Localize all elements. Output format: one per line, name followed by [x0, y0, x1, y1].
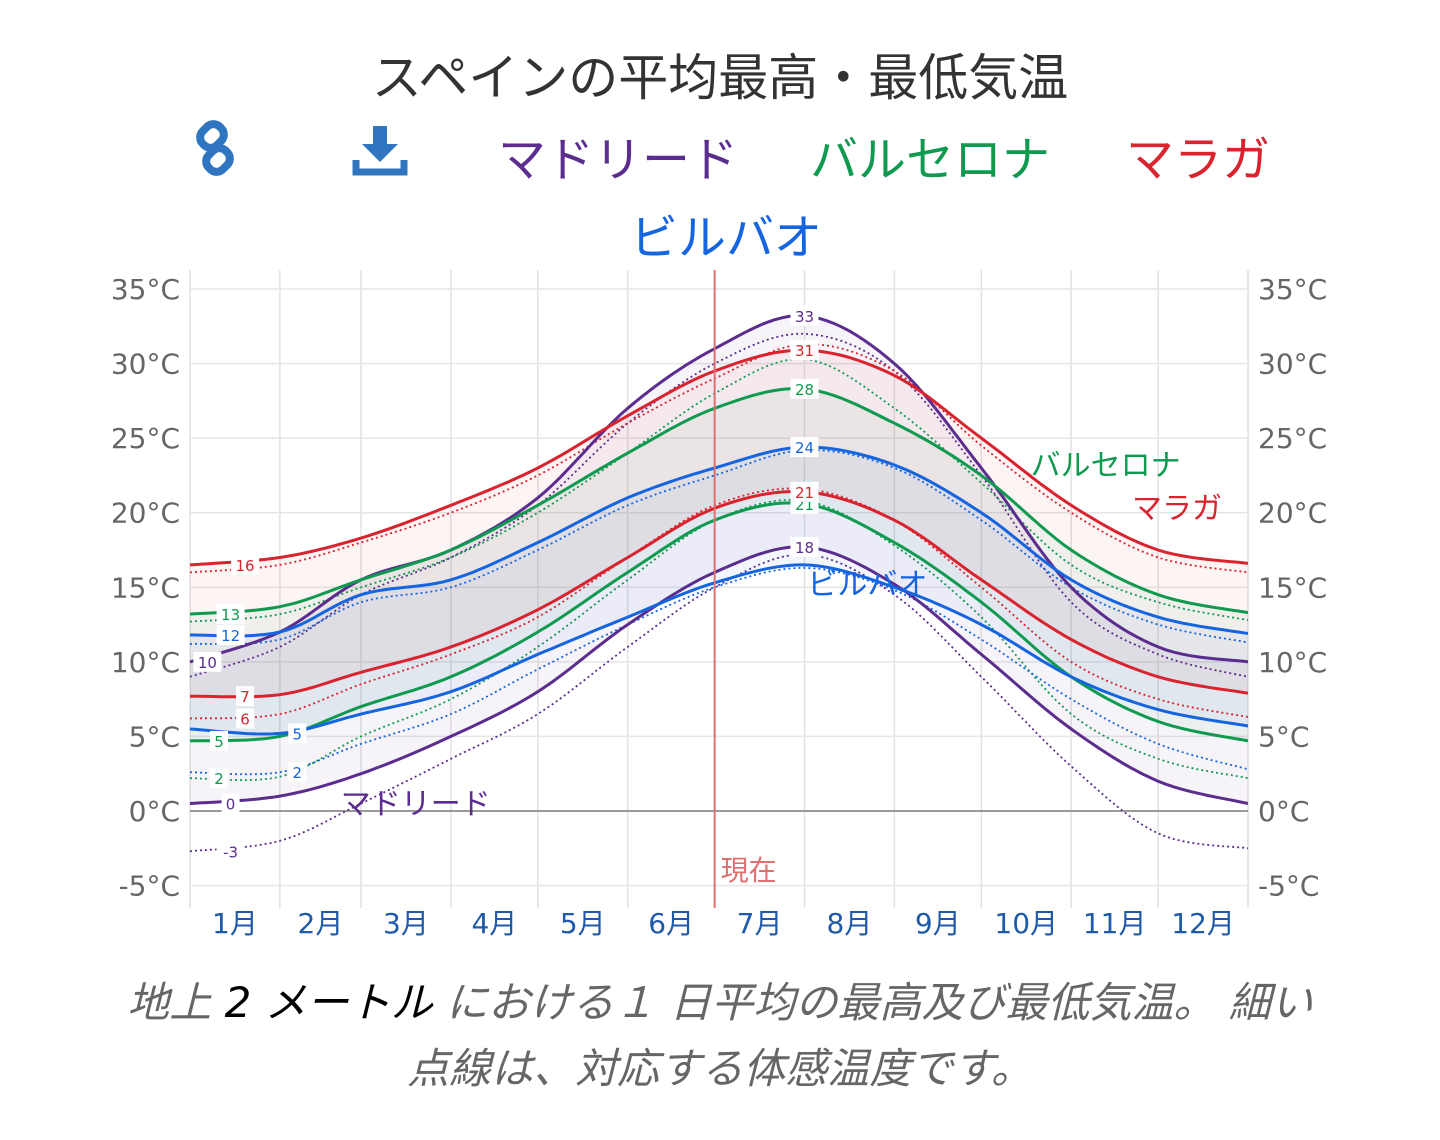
- now-label: 現在: [721, 854, 777, 887]
- value-label-madrid: 33: [795, 308, 814, 326]
- temperature-chart: 1月 2月 3月 4月 5月 6月 7月 8月 9月 10月 11月 12月 35°C 35°C 30°C 3…: [111, 270, 1327, 940]
- value-label-bg: [790, 305, 819, 326]
- value-label-bg: [288, 723, 307, 744]
- month-label: 12月: [1171, 907, 1235, 940]
- value-label-malaga: 16: [236, 557, 255, 575]
- value-label-bg: [236, 708, 255, 729]
- legend-madrid[interactable]: マドリード: [498, 132, 739, 188]
- value-label-bg: [216, 625, 245, 646]
- y-tick-label-right: 5°C: [1258, 720, 1309, 753]
- download-icon[interactable]: [350, 120, 410, 180]
- y-tick-label-left: -5°C: [119, 870, 180, 903]
- chart-caption: 地上 2 メートル における１ 日平均の最高及び最低気温。 細い点線は、対応する…: [120, 970, 1320, 1102]
- caption-part3: における１ 日平均の最高及び最低気温。 細い点線は、対応する体感温度です。: [407, 978, 1313, 1093]
- value-label-barcelona: 5: [214, 733, 224, 751]
- value-label-malaga: 6: [240, 711, 250, 729]
- y-tick-label-left: 0°C: [129, 795, 180, 828]
- y-tick-label-right: 15°C: [1258, 571, 1327, 604]
- y-tick-label-right: 10°C: [1258, 646, 1327, 679]
- band-madrid: [190, 315, 1248, 804]
- y-tick-label-right: 0°C: [1258, 795, 1309, 828]
- value-label-bg: [790, 378, 819, 399]
- value-label-madrid: -3: [223, 843, 238, 861]
- series-name-label-madrid: マドリード: [341, 787, 491, 822]
- month-label: 5月: [560, 907, 606, 940]
- month-label: 6月: [648, 907, 694, 940]
- y-tick-label-left: 20°C: [111, 497, 180, 530]
- caption-part1: 地上: [127, 978, 212, 1027]
- month-label: 1月: [212, 907, 258, 940]
- value-label-bilbao: 12: [221, 627, 240, 645]
- value-label-bilbao: 5: [292, 725, 302, 743]
- month-label: 11月: [1083, 907, 1147, 940]
- value-label-bg: [790, 537, 819, 558]
- month-label: 10月: [994, 907, 1058, 940]
- band-malaga: [190, 350, 1248, 697]
- feels-low-bilbao: [189, 566, 1249, 776]
- value-label-bg: [288, 762, 307, 783]
- value-label-bg: [209, 768, 228, 789]
- value-label-bg: [231, 554, 260, 575]
- y-tick-label-right: 20°C: [1258, 497, 1327, 530]
- value-label-bilbao: 2: [292, 764, 302, 782]
- value-label-bg: [221, 793, 240, 814]
- value-label-malaga: 31: [795, 342, 814, 360]
- value-label-bilbao: 24: [795, 439, 814, 457]
- legend-malaga[interactable]: マラガ: [1126, 132, 1271, 188]
- chart-title: スペインの平均最高・最低気温: [371, 49, 1069, 107]
- value-label-madrid: 0: [226, 796, 236, 814]
- band-bilbao: [190, 447, 1248, 734]
- value-label-bg: [209, 730, 228, 751]
- month-label: 8月: [827, 907, 873, 940]
- value-label-bg: [236, 686, 255, 707]
- y-tick-label-left: 25°C: [111, 422, 180, 455]
- value-label-bg: [216, 841, 245, 862]
- feels-low-barcelona: [190, 498, 1249, 781]
- value-label-bg: [193, 651, 222, 672]
- y-tick-label-right: 25°C: [1258, 422, 1327, 455]
- series-name-label-barcelona: バルセロナ: [1031, 448, 1181, 483]
- value-label-barcelona: 13: [221, 606, 240, 624]
- y-tick-label-left: 30°C: [111, 348, 180, 381]
- y-tick-label-left: 35°C: [111, 273, 180, 306]
- month-label: 7月: [737, 907, 783, 940]
- y-tick-label-left: 10°C: [111, 646, 180, 679]
- legend-barcelona[interactable]: バルセロナ: [810, 132, 1051, 188]
- y-tick-label-left: 15°C: [111, 571, 180, 604]
- y-tick-label-right: -5°C: [1258, 870, 1319, 903]
- legend-bilbao[interactable]: ビルバオ: [630, 210, 823, 266]
- series-name-label-malaga: マラガ: [1132, 492, 1222, 527]
- value-label-barcelona: 2: [214, 770, 224, 788]
- caption-part2: 2 メートル: [224, 978, 433, 1027]
- value-label-madrid: 18: [795, 539, 814, 557]
- value-label-malaga: 21: [795, 484, 814, 502]
- series-name-label-bilbao: ビルバオ: [807, 568, 927, 603]
- month-label: 4月: [471, 907, 517, 940]
- value-label-bg: [790, 340, 819, 361]
- y-tick-label-right: 30°C: [1258, 348, 1327, 381]
- value-label-barcelona: 28: [795, 381, 814, 399]
- month-label: 3月: [383, 907, 429, 940]
- month-label: 9月: [915, 907, 961, 940]
- month-label: 2月: [298, 907, 344, 940]
- y-tick-label-right: 35°C: [1258, 273, 1327, 306]
- value-label-madrid: 10: [198, 654, 217, 672]
- value-label-malaga: 7: [240, 688, 250, 706]
- value-label-bg: [216, 604, 245, 625]
- value-label-bg: [790, 437, 819, 458]
- link-icon[interactable]: [186, 120, 246, 180]
- value-label-bg: [790, 481, 819, 502]
- y-tick-label-left: 5°C: [129, 720, 180, 753]
